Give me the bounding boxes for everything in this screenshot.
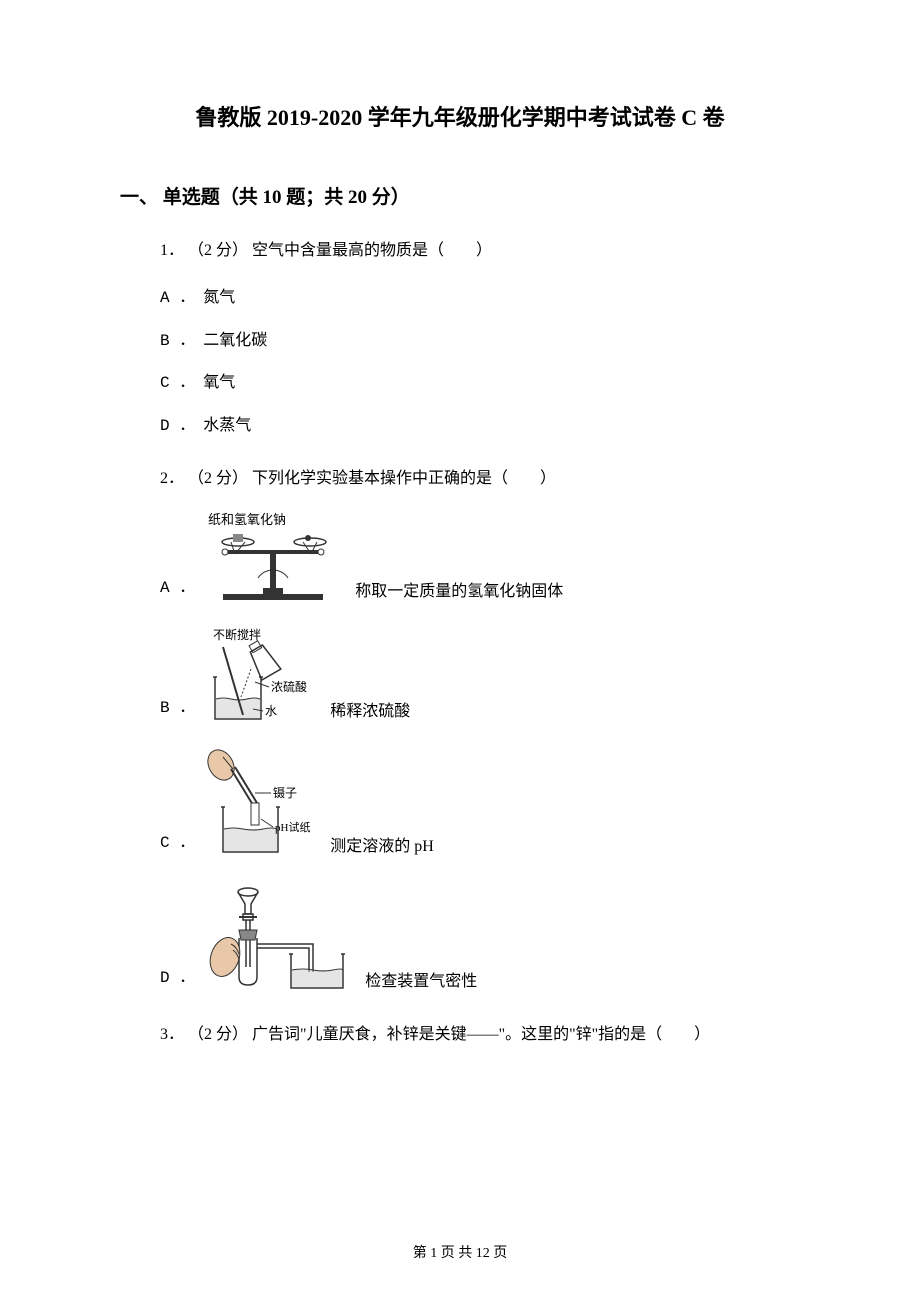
section-header: 一、 单选题（共 10 题；共 20 分） xyxy=(120,182,800,209)
diagram-label-ph: pH试纸 xyxy=(275,821,310,834)
option-label: B ． xyxy=(160,327,195,356)
question-1: 1． （2 分） 空气中含量最高的物质是（ ） A ． 氮气 B ． 二氧化碳 … xyxy=(160,237,800,441)
option-caption: 稀释浓硫酸 xyxy=(330,698,410,727)
option-label: D ． xyxy=(160,964,195,997)
option-label: D ． xyxy=(160,412,195,441)
option-caption: 检查装置气密性 xyxy=(365,968,477,997)
option-c-image: C ． 镊子 pH试纸 xyxy=(160,747,800,862)
section-title: 单选题（共 10 题；共 20 分） xyxy=(163,187,410,208)
page-number: 第 1 页 共 12 页 xyxy=(413,1246,508,1261)
option-d-image: D ． xyxy=(160,882,800,997)
question-points: （2 分） xyxy=(188,242,248,259)
option-text: 氮气 xyxy=(203,284,235,313)
dilution-diagram: 不断搅拌 浓硫酸 水 xyxy=(203,627,318,727)
ph-test-diagram: 镊子 pH试纸 xyxy=(203,747,318,862)
option-b-image: B ． 不断搅拌 浓硫酸 水 xyxy=(160,627,800,727)
option-caption: 测定溶液的 pH xyxy=(330,833,434,862)
question-points: （2 分） xyxy=(188,1026,248,1043)
option-label: A ． xyxy=(160,574,195,607)
diagram-label-tweezers: 镊子 xyxy=(273,786,297,800)
question-2: 2． （2 分） 下列化学实验基本操作中正确的是（ ） A ． 纸和氢氧化钠 xyxy=(160,465,800,997)
question-body: 广告词"儿童厌食，补锌是关键——"。这里的"锌"指的是（ ） xyxy=(252,1026,710,1043)
diagram-label-acid: 浓硫酸 xyxy=(271,679,307,694)
question-body: 下列化学实验基本操作中正确的是（ ） xyxy=(252,470,556,487)
question-number: 1． xyxy=(160,242,184,259)
section-number: 一、 xyxy=(120,187,158,208)
option-text: 二氧化碳 xyxy=(203,327,267,356)
option-b: B ． 二氧化碳 xyxy=(160,327,800,356)
question-3: 3． （2 分） 广告词"儿童厌食，补锌是关键——"。这里的"锌"指的是（ ） xyxy=(160,1021,800,1050)
question-number: 3． xyxy=(160,1026,184,1043)
diagram-label: 纸和氢氧化钠 xyxy=(208,512,286,527)
question-text: 2． （2 分） 下列化学实验基本操作中正确的是（ ） xyxy=(160,465,800,494)
question-text: 1． （2 分） 空气中含量最高的物质是（ ） xyxy=(160,237,800,266)
option-text: 水蒸气 xyxy=(203,412,251,441)
balance-scale-diagram: 纸和氢氧化钠 xyxy=(203,512,343,607)
option-d: D ． 水蒸气 xyxy=(160,412,800,441)
option-caption: 称取一定质量的氢氧化钠固体 xyxy=(355,578,563,607)
question-text: 3． （2 分） 广告词"儿童厌食，补锌是关键——"。这里的"锌"指的是（ ） xyxy=(160,1021,800,1050)
option-text: 氧气 xyxy=(203,369,235,398)
option-label: A ． xyxy=(160,284,195,313)
option-a: A ． 氮气 xyxy=(160,284,800,313)
diagram-label-water: 水 xyxy=(265,704,277,718)
question-number: 2． xyxy=(160,470,184,487)
option-label: B ． xyxy=(160,694,195,727)
option-a-image: A ． 纸和氢氧化钠 xyxy=(160,512,800,607)
diagram-label-stir: 不断搅拌 xyxy=(213,627,261,642)
question-body: 空气中含量最高的物质是（ ） xyxy=(252,242,492,259)
question-points: （2 分） xyxy=(188,470,248,487)
airtight-diagram xyxy=(203,882,353,997)
option-label: C ． xyxy=(160,829,195,862)
option-label: C ． xyxy=(160,369,195,398)
page-footer: 第 1 页 共 12 页 xyxy=(0,1242,920,1262)
exam-title: 鲁教版 2019-2020 学年九年级册化学期中考试试卷 C 卷 xyxy=(120,100,800,132)
option-c: C ． 氧气 xyxy=(160,369,800,398)
